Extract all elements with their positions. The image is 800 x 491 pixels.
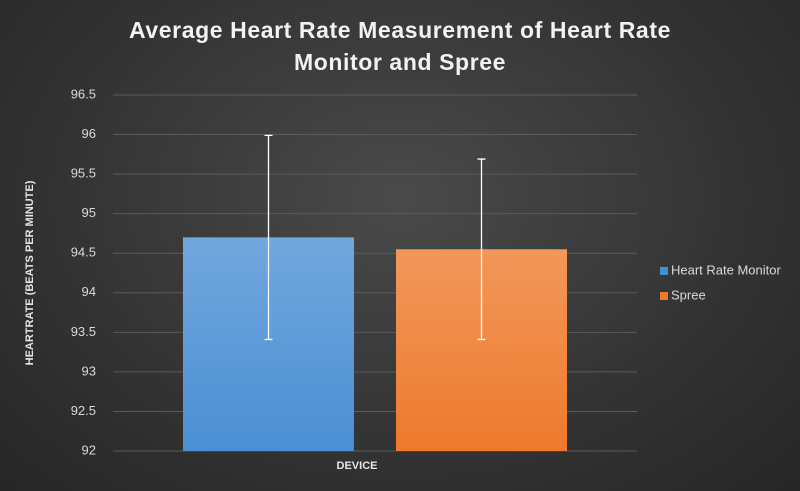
y-tick-label: 92 [82,442,96,457]
y-tick-label: 95.5 [71,166,96,181]
chart-title: Average Heart Rate Measurement of Heart … [129,17,671,75]
y-tick-label: 92.5 [71,403,96,418]
y-tick-label: 93 [82,363,96,378]
legend-swatch [660,267,668,275]
error-bar [477,158,486,341]
legend-label: Spree [671,287,706,302]
legend-label: Heart Rate Monitor [671,262,781,277]
legend-swatch [660,292,668,300]
error-bar [264,134,273,341]
y-tick-label: 96 [82,126,96,141]
y-tick-label: 94 [82,284,96,299]
y-axis-title: HEARTRATE (BEATS PER MINUTE) [24,180,36,365]
x-axis-title: DEVICE [337,460,378,472]
y-tick-label: 93.5 [71,324,96,339]
y-tick-label: 96.5 [71,86,96,101]
y-tick-label: 95 [82,205,96,220]
y-tick-label: 94.5 [71,245,96,260]
